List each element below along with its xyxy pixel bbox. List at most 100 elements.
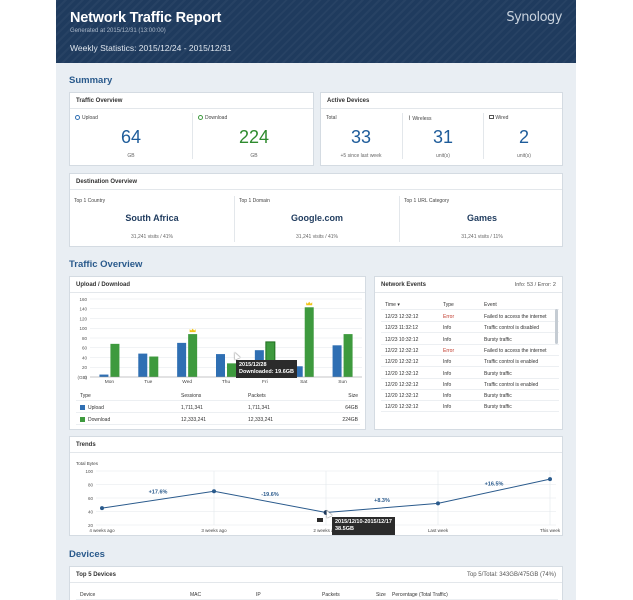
trends-card: Trends Total Bytes 20 40 60 80 100 4 weeks ago… <box>69 436 563 536</box>
download-legend-swatch <box>80 417 85 422</box>
table-row: Download 12,333,241 12,333,241 224GB <box>76 414 360 425</box>
y-tick-label: 40 <box>82 355 88 360</box>
divider <box>192 113 193 159</box>
time-column-header[interactable]: Time ▾ <box>385 302 400 308</box>
event-type: Error <box>443 314 455 320</box>
event-time: 12/22 12:32:12 <box>385 347 419 354</box>
divider <box>402 113 403 159</box>
x-tick-label: 4 weeks ago <box>89 528 115 533</box>
download-bar <box>188 334 198 377</box>
top-url-category-visits: 31,241 visits / 11% <box>461 234 503 240</box>
trend-tooltip-value: 38.5GB <box>335 526 354 532</box>
event-row: 12/20 12:32:12 Info Bursty traffic <box>381 390 559 402</box>
upload-bar <box>332 345 342 377</box>
y-tick-label: 60 <box>88 496 94 501</box>
weekly-statistics: Weekly Statistics: 2015/12/24 - 2015/12/… <box>70 43 232 53</box>
report-header: Network Traffic Report Generated at 2015… <box>56 0 576 63</box>
network-events-summary: Info: 53 / Error: 2 <box>514 282 556 288</box>
top-devices-title: Top 5 Devices <box>70 567 562 583</box>
upload-bar <box>293 366 303 377</box>
upload-download-card: Upload / Download 0 20 40 60 80 100 120 140 160 (… <box>69 276 366 430</box>
wireless-label: Wireless <box>412 116 432 122</box>
event-description: Bursty traffic <box>484 404 512 411</box>
y-axis-unit: (GB) <box>78 375 88 380</box>
wired-unit: unit(s) <box>517 153 531 159</box>
y-tick-label: 100 <box>79 326 87 331</box>
event-time: 12/23 12:32:12 <box>385 314 419 320</box>
top-country-value: South Africa <box>125 213 179 223</box>
x-tick-label: Mon <box>105 379 115 385</box>
bar-tooltip-value: Downloaded: 19.6GB <box>239 369 295 375</box>
y-tick-label: 120 <box>79 316 87 321</box>
crown-icon <box>306 301 313 306</box>
sort-arrow-icon: ▾ <box>397 302 400 308</box>
y-tick-label: 80 <box>82 336 88 341</box>
event-time: 12/20 12:32:12 <box>385 359 419 366</box>
trend-change-label: +8.3% <box>374 498 390 504</box>
divider <box>399 196 400 242</box>
upload-unit: GB <box>127 153 135 159</box>
wireless-devices-stat: ⌇ Wireless 31 unit(s) <box>403 110 483 163</box>
traffic-section-title: Traffic Overview <box>69 259 143 270</box>
wired-value: 2 <box>518 127 529 147</box>
upload-value: 64 <box>120 127 142 147</box>
trend-change-label: +16.5% <box>485 481 504 487</box>
y-tick-label: 40 <box>88 509 94 514</box>
upload-download-chart: 0 20 40 60 80 100 120 140 160 (GB) Mon Tue Wed Thu Fri… <box>78 297 362 385</box>
top-domain-value: Google.com <box>290 213 343 223</box>
y-tick-label: 140 <box>79 307 87 312</box>
event-type: Info <box>443 370 452 377</box>
event-type: Info <box>443 381 452 388</box>
active-devices-card: Active Devices Total 33 +5 since last we… <box>320 92 563 166</box>
event-type: Info <box>443 336 452 343</box>
upload-legend-swatch <box>80 405 85 410</box>
y-tick-label: 100 <box>85 469 93 474</box>
x-tick-label: Fri <box>262 379 268 385</box>
trend-point <box>436 501 440 506</box>
download-stat: Download 224 GB <box>193 110 315 163</box>
event-description: Bursty traffic <box>484 336 512 343</box>
top-url-category-value: Games <box>466 213 498 223</box>
download-label: Download <box>205 115 228 121</box>
top-domain: Top 1 Domain Google.com 31,241 visits / … <box>235 191 399 247</box>
download-bar <box>343 334 353 377</box>
event-row: 12/23 11:32:12 Info Traffic control is dis… <box>381 322 559 334</box>
trend-change-label: -19.6% <box>261 492 279 498</box>
trends-title: Trends <box>70 437 562 453</box>
destination-overview-title: Destination Overview <box>70 174 562 190</box>
trend-tooltip-range: 2015/12/10-2015/12/17 <box>335 519 392 525</box>
report-title: Network Traffic Report <box>70 10 222 26</box>
trend-point <box>212 489 216 494</box>
x-tick-label: Thu <box>222 379 231 385</box>
upload-icon <box>75 115 80 120</box>
top-devices-summary: Top 5/Total: 343GB/475GB (74%) <box>466 572 556 578</box>
download-bar <box>110 343 120 377</box>
total-devices-change: +5 since last week <box>340 153 382 159</box>
event-description: Bursty traffic <box>484 393 512 400</box>
y-tick-label: 60 <box>82 346 88 351</box>
events-scrollbar[interactable] <box>555 309 558 344</box>
x-tick-label: 2 weeks ago <box>313 528 339 533</box>
generated-at: Generated at 2015/12/31 (13:00:00) <box>70 28 166 34</box>
event-row: 12/20 12:32:12 Info Traffic control is ena… <box>381 379 559 390</box>
table-row: Upload 1,711,341 1,711,341 64GB <box>76 402 360 413</box>
wireless-value: 31 <box>432 127 454 147</box>
traffic-overview-card: Traffic Overview Upload 64 GB Download 2… <box>69 92 314 166</box>
events-header-row: Time ▾ Type Event <box>381 299 559 310</box>
event-row: 12/23 10:32:12 Info Bursty traffic <box>381 334 559 345</box>
summary-section-title: Summary <box>69 75 113 86</box>
total-devices-label: Total <box>326 115 337 121</box>
report-page: Network Traffic Report Generated at 2015… <box>56 0 576 600</box>
event-type: Info <box>443 404 452 411</box>
download-bar <box>227 363 236 377</box>
event-row: 12/20 12:32:12 Info Bursty traffic <box>381 401 559 413</box>
trend-point <box>548 477 552 482</box>
destination-overview-card: Destination Overview Top 1 Country South… <box>69 173 563 247</box>
event-time: 12/23 11:32:12 <box>385 325 418 332</box>
wired-label: Wired <box>495 115 509 121</box>
ethernet-icon <box>489 115 494 119</box>
wired-devices-stat: Wired 2 unit(s) <box>484 110 564 163</box>
event-description: Traffic control is enabled <box>484 381 539 388</box>
bar-tooltip-date: 2015/12/28 <box>239 362 267 368</box>
active-devices-title: Active Devices <box>321 93 562 109</box>
